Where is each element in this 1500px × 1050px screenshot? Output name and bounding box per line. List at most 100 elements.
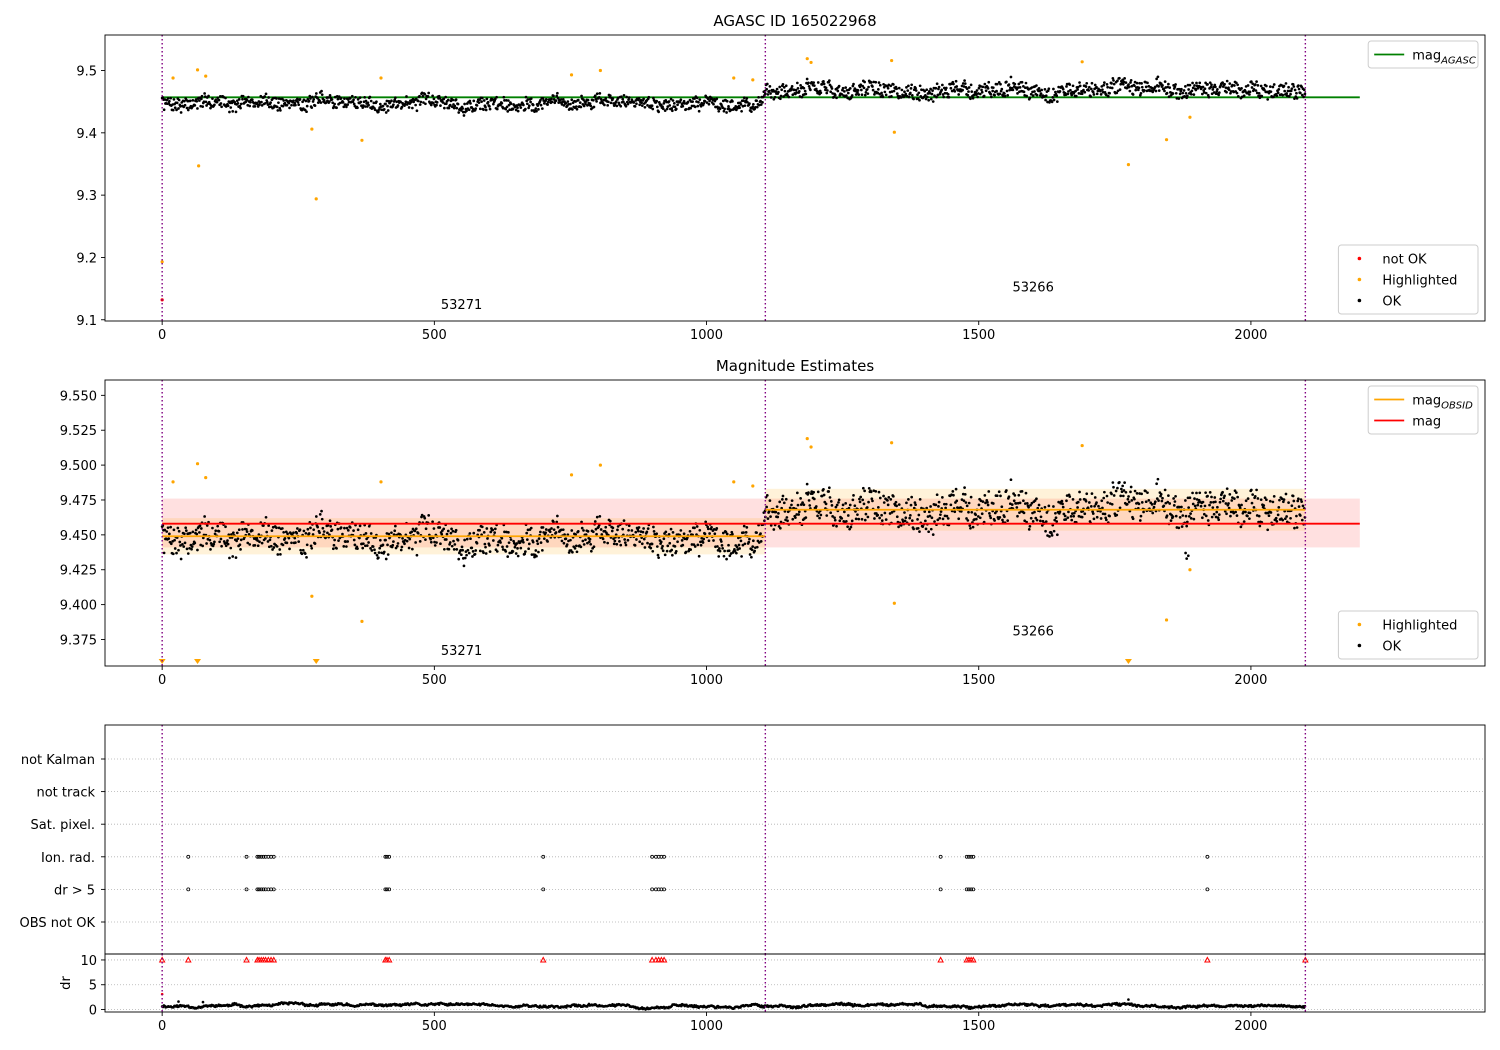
ok-point (986, 500, 989, 504)
ok-point (927, 98, 930, 102)
ok-point (1257, 520, 1260, 524)
ok-point (1112, 82, 1116, 86)
ok-point (795, 491, 799, 495)
ok-point (741, 543, 745, 547)
ok-point (1272, 83, 1276, 86)
ok-point (1216, 516, 1220, 519)
ok-point (1017, 493, 1021, 497)
ok-point (1013, 494, 1017, 497)
ok-point (359, 100, 363, 104)
ok-point (582, 543, 586, 546)
ok-point (1035, 84, 1038, 87)
ok-point (516, 106, 519, 110)
ok-point (612, 537, 615, 541)
ok-point (1061, 502, 1064, 506)
ok-point (816, 490, 820, 494)
ok-point (506, 555, 510, 558)
ok-point (671, 99, 675, 102)
ok-point (562, 104, 566, 107)
ok-point (1027, 528, 1031, 531)
ok-point (385, 99, 389, 103)
ok-point (395, 544, 399, 548)
ok-point (530, 553, 534, 556)
ok-point (322, 98, 326, 102)
ok-point (283, 536, 287, 540)
ok-point (1106, 501, 1109, 504)
ok-point (366, 101, 370, 105)
ok-point (524, 95, 528, 99)
ok-point (650, 104, 654, 108)
ok-point (552, 528, 556, 532)
ok-point (352, 529, 355, 532)
y-tick-label: 9.5 (76, 65, 97, 80)
ok-point (916, 93, 919, 97)
ok-point (1016, 86, 1020, 89)
ok-point (1173, 500, 1177, 503)
ok-point (1265, 84, 1268, 88)
ok-point (783, 89, 787, 93)
ok-point (1067, 90, 1070, 93)
ok-point (191, 98, 195, 102)
ok-point (346, 528, 350, 532)
ok-point (1039, 515, 1043, 519)
flag-point (261, 887, 266, 892)
ok-point (989, 92, 993, 96)
ok-point (1123, 77, 1126, 80)
ok-point (661, 107, 665, 111)
ok-point (1116, 486, 1119, 490)
ok-point (290, 541, 293, 545)
ok-point (1003, 515, 1006, 519)
ok-point (759, 539, 763, 543)
ok-point (890, 511, 894, 514)
ok-point (1227, 502, 1230, 505)
ok-point (669, 527, 673, 531)
ok-point (329, 525, 333, 528)
ok-point (679, 529, 683, 532)
ok-point (167, 537, 171, 540)
ok-point (1048, 535, 1051, 538)
ok-point (743, 104, 747, 108)
ok-point (778, 85, 782, 89)
ok-point (830, 87, 834, 90)
ok-point (313, 104, 317, 107)
ok-point (320, 93, 324, 97)
ok-point (797, 510, 801, 514)
ok-point (1022, 90, 1026, 94)
ok-point (1133, 84, 1136, 88)
ok-point (195, 532, 199, 536)
flag-point (259, 854, 264, 859)
ok-point (570, 529, 574, 532)
ok-point (353, 543, 357, 547)
ok-point (182, 545, 186, 548)
ok-point (364, 532, 368, 535)
ok-point (310, 546, 314, 550)
ok-point (423, 516, 427, 520)
ok-point (949, 86, 953, 90)
ok-point (309, 526, 312, 530)
ok-point (562, 541, 566, 545)
ok-point (884, 518, 888, 521)
highlighted-point (195, 462, 200, 466)
ok-point (606, 100, 610, 104)
ok-point (256, 544, 260, 548)
ok-point (386, 553, 390, 556)
ok-point (610, 529, 614, 533)
ok-point (856, 89, 860, 92)
ok-point (1173, 85, 1177, 89)
ok-point (640, 104, 644, 107)
ok-point (805, 77, 809, 81)
ok-point (698, 528, 702, 532)
ok-point (1031, 94, 1035, 97)
ok-point (482, 108, 485, 112)
ok-point (595, 92, 599, 96)
ok-point (356, 106, 359, 110)
ok-point (1035, 518, 1039, 522)
ok-point (864, 512, 868, 516)
x-tick-label: 1500 (962, 328, 995, 343)
ok-point (674, 549, 678, 553)
ok-point (684, 550, 688, 554)
ok-point (1118, 88, 1122, 91)
ok-point (1131, 517, 1135, 521)
ok-point (974, 513, 978, 517)
ok-point (1246, 84, 1250, 87)
